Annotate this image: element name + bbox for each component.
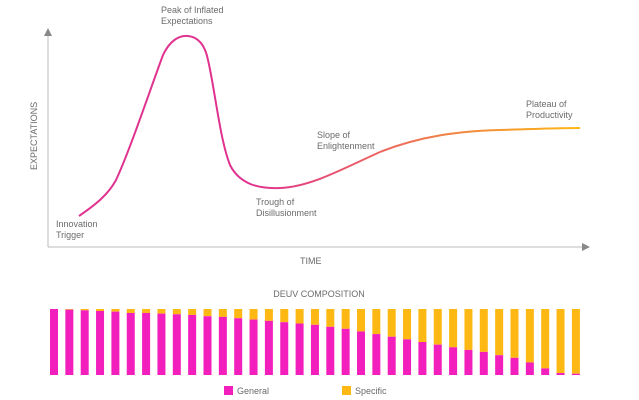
- bar-general: [525, 362, 534, 375]
- svg-text:Trigger: Trigger: [56, 230, 84, 240]
- bar-general: [280, 322, 289, 375]
- bar-general: [418, 342, 427, 375]
- bar-specific: [433, 309, 442, 345]
- svg-text:Peak of Inflated: Peak of Inflated: [161, 5, 224, 15]
- bar-specific: [418, 309, 427, 342]
- y-axis-label: EXPECTATIONS: [29, 102, 39, 170]
- bar-general: [218, 316, 227, 375]
- svg-text:Disillusionment: Disillusionment: [256, 208, 317, 218]
- bar-general: [96, 310, 105, 375]
- legend-label-specific: Specific: [355, 386, 387, 396]
- bar-specific: [142, 309, 151, 313]
- svg-text:Expectations: Expectations: [161, 16, 213, 26]
- phase-label-trough: Trough of Disillusionment: [256, 197, 317, 218]
- bar-specific: [449, 309, 458, 348]
- svg-text:Productivity: Productivity: [526, 110, 573, 120]
- phase-label-innovation-trigger: Innovation Trigger: [56, 219, 98, 240]
- bar-specific: [96, 309, 105, 311]
- bar-specific: [326, 309, 335, 327]
- bar-specific: [264, 309, 273, 321]
- bar-general: [387, 336, 396, 375]
- bar-general: [111, 311, 120, 375]
- x-axis-label: TIME: [300, 256, 322, 266]
- bar-general: [234, 318, 243, 375]
- legend-swatch-general: [224, 386, 233, 395]
- bar-specific: [510, 309, 519, 358]
- bar-specific: [218, 309, 227, 317]
- bar-specific: [571, 309, 580, 374]
- phase-label-plateau: Plateau of Productivity: [526, 99, 573, 120]
- phase-label-peak: Peak of Inflated Expectations: [161, 5, 224, 26]
- bar-specific: [157, 309, 166, 314]
- bar-specific: [525, 309, 534, 363]
- phase-label-slope: Slope of Enlightenment: [317, 130, 375, 151]
- bar-specific: [280, 309, 289, 323]
- bar-general: [449, 347, 458, 375]
- bar-general: [126, 312, 135, 375]
- bar-specific: [464, 309, 473, 350]
- bar-chart-title: DEUV COMPOSITION: [273, 289, 365, 299]
- x-axis-arrow: [582, 243, 590, 251]
- bar-general: [249, 319, 258, 375]
- legend-swatch-specific: [342, 386, 351, 395]
- bar-general: [172, 314, 181, 375]
- hype-curve: [78, 34, 581, 217]
- bar-specific: [295, 309, 304, 324]
- y-axis-arrow: [44, 28, 52, 36]
- bar-general: [326, 326, 335, 375]
- bar-general: [357, 331, 365, 375]
- bar-specific: [65, 309, 74, 310]
- bar-specific: [188, 309, 197, 315]
- bar-specific: [372, 309, 381, 335]
- legend-label-general: General: [237, 386, 269, 396]
- bar-specific: [126, 309, 135, 313]
- svg-text:Trough of: Trough of: [256, 197, 295, 207]
- bar-specific: [310, 309, 319, 325]
- bar-specific: [111, 309, 120, 312]
- bar-general: [203, 316, 212, 375]
- bar-general: [372, 334, 381, 375]
- svg-text:Plateau of: Plateau of: [526, 99, 567, 109]
- bar-specific: [387, 309, 396, 337]
- bar-general: [510, 357, 519, 375]
- bar-general: [50, 309, 58, 375]
- bar-general: [310, 324, 319, 375]
- bar-general: [541, 368, 550, 375]
- bar-specific: [80, 309, 89, 311]
- bar-general: [571, 373, 580, 375]
- bar-specific: [172, 309, 181, 315]
- bar-specific: [341, 309, 350, 329]
- svg-text:Slope of: Slope of: [317, 130, 351, 140]
- bar-specific: [357, 309, 365, 332]
- bar-general: [479, 351, 488, 375]
- bar-general: [464, 349, 473, 375]
- bars: [50, 309, 580, 375]
- bar-specific: [556, 309, 565, 374]
- bar-general: [556, 373, 565, 375]
- bar-specific: [495, 309, 504, 356]
- svg-text:Enlightenment: Enlightenment: [317, 141, 375, 151]
- bar-specific: [234, 309, 243, 319]
- bar-general: [495, 355, 504, 375]
- bar-general: [264, 320, 273, 375]
- bar-specific: [203, 309, 212, 317]
- bar-general: [80, 310, 89, 375]
- bar-general: [433, 344, 442, 375]
- bar-general: [157, 313, 166, 375]
- bar-general: [341, 328, 350, 375]
- bar-specific: [249, 309, 258, 320]
- bar-specific: [403, 309, 412, 340]
- bar-specific: [479, 309, 488, 352]
- bar-general: [65, 309, 74, 375]
- svg-text:Innovation: Innovation: [56, 219, 98, 229]
- bar-general: [295, 323, 304, 375]
- bar-general: [403, 339, 412, 375]
- bar-general: [188, 314, 197, 375]
- bar-general: [142, 312, 151, 375]
- bar-specific: [541, 309, 550, 369]
